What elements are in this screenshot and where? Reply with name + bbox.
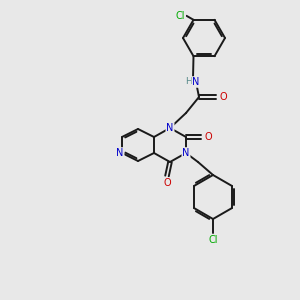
Text: N: N: [166, 123, 174, 133]
Text: N: N: [182, 148, 190, 158]
Text: O: O: [219, 92, 227, 102]
Text: N: N: [116, 148, 124, 158]
Text: Cl: Cl: [208, 235, 218, 245]
Text: O: O: [204, 132, 212, 142]
Text: N: N: [192, 77, 200, 87]
Text: H: H: [184, 77, 191, 86]
Text: Cl: Cl: [176, 11, 185, 21]
Text: O: O: [163, 178, 171, 188]
